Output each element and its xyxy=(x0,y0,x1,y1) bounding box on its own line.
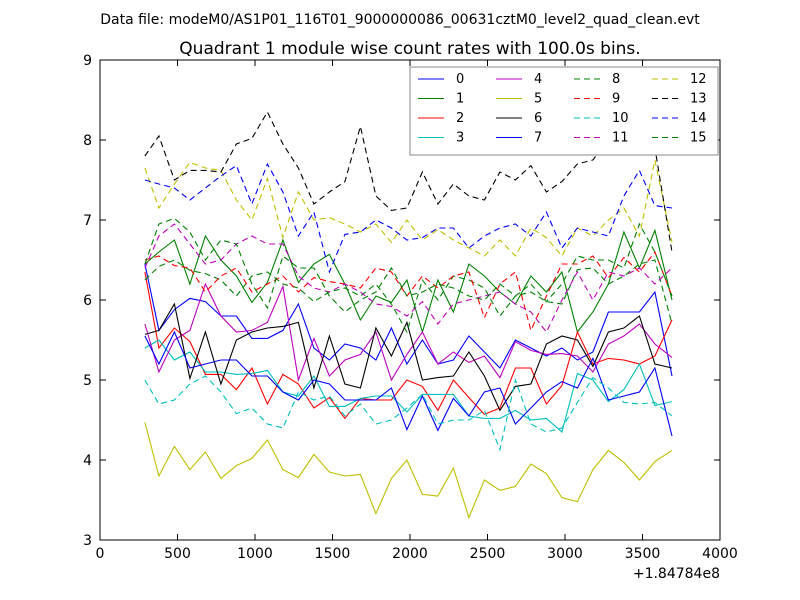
series-1-line xyxy=(144,228,673,334)
legend-label-6: 6 xyxy=(534,111,542,126)
y-tick-label: 9 xyxy=(83,53,92,69)
legend-label-2: 2 xyxy=(456,111,464,126)
legend-label-4: 4 xyxy=(534,72,542,87)
legend-label-9: 9 xyxy=(612,92,620,107)
axes-layer: 0 500 1000 1500 2000 2500 3000 3500 4000 3 4 5 6 7 8 9 xyxy=(83,53,738,562)
series-5-line xyxy=(144,422,673,520)
legend-label-11: 11 xyxy=(612,131,629,146)
legend-label-1: 1 xyxy=(456,92,464,107)
x-tick-label: 2500 xyxy=(470,546,506,562)
series-11-line xyxy=(144,223,673,334)
x-tick-label: 2000 xyxy=(392,546,428,562)
y-tick-label: 7 xyxy=(83,213,92,229)
legend-box xyxy=(409,66,719,156)
x-tick-label: 0 xyxy=(96,546,105,562)
legend-label-0: 0 xyxy=(456,72,464,87)
x-tick-label: 3000 xyxy=(547,546,583,562)
x-tick-label: 4000 xyxy=(702,546,738,562)
legend-label-12: 12 xyxy=(690,72,707,87)
legend-label-7: 7 xyxy=(534,131,542,146)
x-tick-label: 1500 xyxy=(315,546,351,562)
legend-label-3: 3 xyxy=(456,131,464,146)
series-4-line xyxy=(144,282,673,383)
legend-label-5: 5 xyxy=(534,92,542,107)
series-7-line xyxy=(144,330,673,437)
series-13-line xyxy=(144,110,673,253)
y-tick-label: 5 xyxy=(83,373,92,389)
series-layer xyxy=(144,110,673,520)
x-tick-label: 3500 xyxy=(625,546,661,562)
x-offset-label: +1.84784e8 xyxy=(633,566,720,582)
y-tick-label: 8 xyxy=(83,133,92,149)
series-6-line xyxy=(144,302,673,412)
series-2-line xyxy=(144,271,673,420)
legend-label-8: 8 xyxy=(612,72,620,87)
y-tick-label: 6 xyxy=(83,293,92,309)
legend-label-14: 14 xyxy=(690,111,707,126)
y-tick-label: 3 xyxy=(83,533,92,549)
series-0-line xyxy=(144,263,673,377)
y-tick-label: 4 xyxy=(83,453,92,469)
data-file-label: Data file: modeM0/AS1P01_116T01_90000000… xyxy=(100,12,700,28)
series-3-line xyxy=(144,339,673,433)
series-10-line xyxy=(144,375,673,452)
legend-label-15: 15 xyxy=(690,131,707,146)
series-8-line xyxy=(144,259,673,334)
series-15-line xyxy=(144,217,673,313)
series-12-line xyxy=(144,159,673,257)
series-14-line xyxy=(144,162,673,274)
legend-label-13: 13 xyxy=(690,92,707,107)
chart-title: Quadrant 1 module wise count rates with … xyxy=(179,39,640,59)
x-tick-label: 1000 xyxy=(237,546,273,562)
x-tick-label: 500 xyxy=(164,546,191,562)
legend-label-10: 10 xyxy=(612,111,629,126)
